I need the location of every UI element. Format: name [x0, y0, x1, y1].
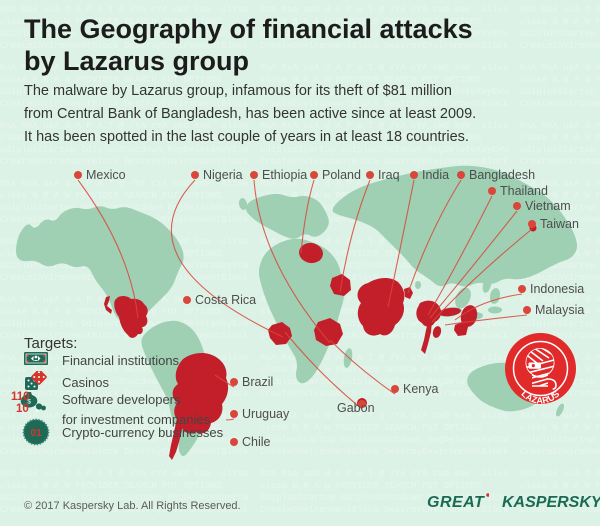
svg-text:Iraq: Iraq	[378, 168, 400, 182]
svg-text:Kenya: Kenya	[403, 382, 438, 396]
svg-text:Gabon: Gabon	[337, 401, 375, 415]
svg-text:Taiwan: Taiwan	[540, 217, 579, 231]
svg-text:Chile: Chile	[242, 435, 271, 449]
svg-text:Mexico: Mexico	[86, 168, 126, 182]
svg-text:KASPERSKY: KASPERSKY	[502, 494, 600, 511]
svg-text:01: 01	[30, 428, 42, 439]
svg-text:Indonesia: Indonesia	[530, 282, 584, 296]
svg-text:Thailand: Thailand	[500, 184, 548, 198]
svg-text:Ethiopia: Ethiopia	[262, 168, 307, 182]
svg-text:India: India	[422, 168, 449, 182]
svg-text:Malaysia: Malaysia	[535, 303, 584, 317]
svg-text:Costa Rica: Costa Rica	[195, 293, 256, 307]
svg-text:Uruguay: Uruguay	[242, 407, 290, 421]
svg-text:Brazil: Brazil	[242, 375, 273, 389]
svg-text:Nigeria: Nigeria	[203, 168, 243, 182]
svg-text:GREAT: GREAT	[427, 494, 485, 511]
svg-text:Vietnam: Vietnam	[525, 199, 571, 213]
svg-text:Bangladesh: Bangladesh	[469, 168, 535, 182]
svg-text:Poland: Poland	[322, 168, 361, 182]
